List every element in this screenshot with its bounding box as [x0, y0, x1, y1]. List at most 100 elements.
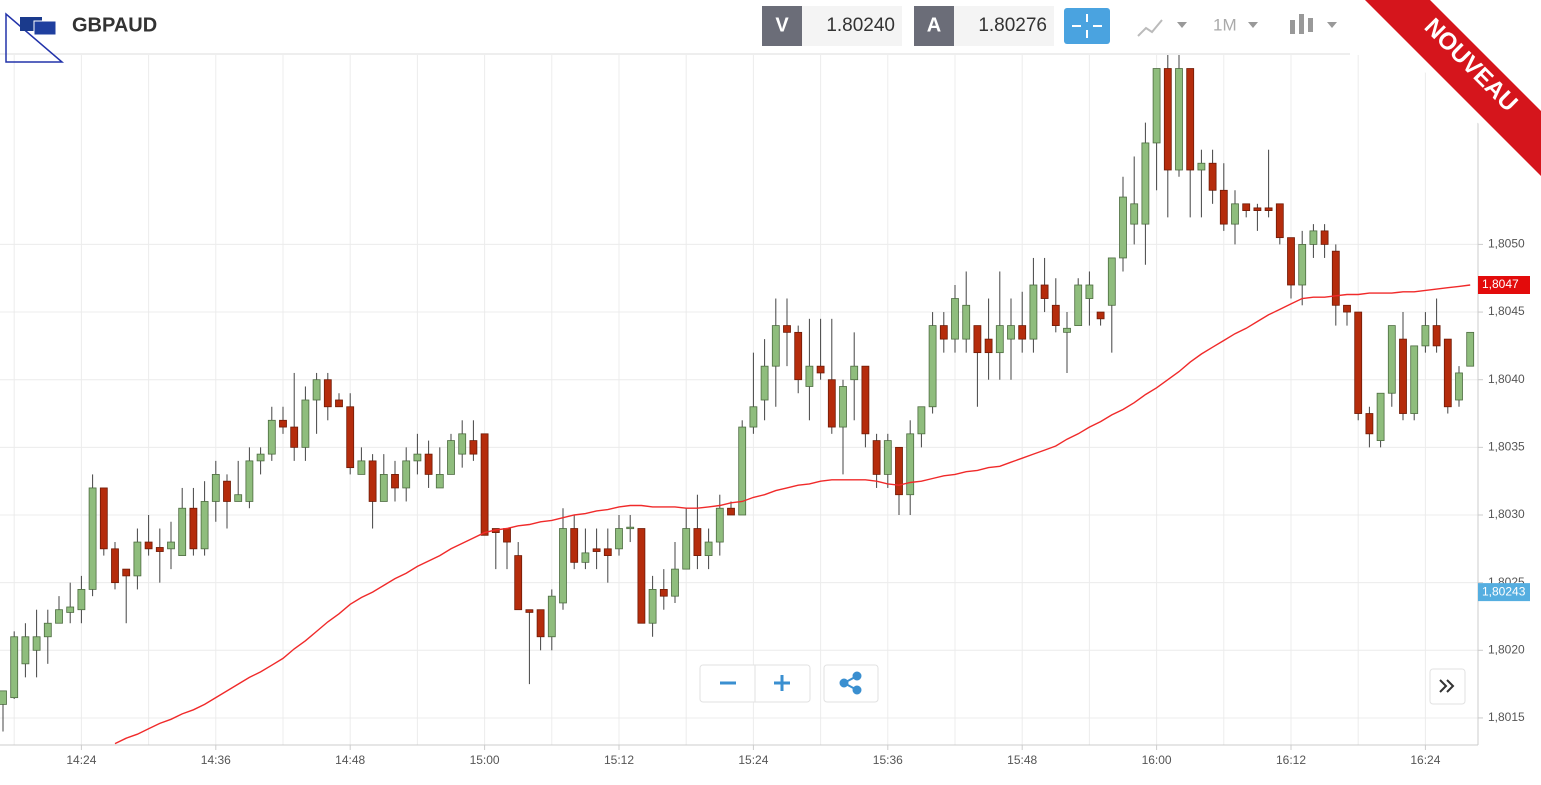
candle-body: [1107, 257, 1116, 306]
ask-label: A: [927, 14, 941, 36]
indicator-icon[interactable]: [1137, 19, 1163, 37]
candle-body: [447, 440, 455, 475]
candle-body: [1455, 372, 1463, 401]
candle-body: [1063, 327, 1071, 333]
x-tick-label: 16:24: [1410, 753, 1440, 767]
candle-body: [850, 365, 859, 381]
candle-body: [1365, 413, 1374, 435]
bid-box: [802, 6, 902, 46]
dropdown-arrow: [1327, 22, 1337, 28]
zoom-in[interactable]: [774, 675, 790, 691]
bid-button[interactable]: [762, 6, 802, 46]
candle-body: [895, 446, 903, 496]
crosshair-button[interactable]: [1064, 8, 1110, 44]
share-icon: [839, 671, 862, 695]
candle-body: [592, 548, 601, 552]
candle-body: [704, 541, 713, 556]
candle-body: [973, 325, 982, 354]
candle-body: [1343, 304, 1351, 313]
candle-body: [1443, 338, 1452, 408]
y-tick-label: 1,8045: [1488, 304, 1525, 318]
candle-body: [1376, 392, 1385, 441]
x-tick-label: 15:24: [738, 753, 768, 767]
candle-body: [1264, 207, 1273, 211]
candle-body: [167, 541, 175, 550]
candle-body: [480, 433, 489, 536]
bid-value: 1.80240: [826, 15, 895, 36]
candle-body: [1208, 162, 1217, 191]
y-tick-label: 1,8020: [1488, 642, 1525, 656]
candle-body: [155, 547, 164, 552]
ask-button[interactable]: [914, 6, 954, 46]
axes: 1,80151,80201,80251,80301,80351,80401,80…: [66, 237, 1530, 767]
price-marker-label: 1,8047: [1482, 277, 1519, 291]
x-tick-label: 14:36: [201, 753, 231, 767]
candle-body: [335, 399, 343, 408]
candle-body: [984, 338, 993, 354]
dropdown-arrow: [1248, 22, 1258, 28]
x-tick-label: 14:48: [335, 753, 365, 767]
candle-body: [738, 426, 747, 516]
candle-body: [469, 440, 478, 455]
candle-body: [391, 474, 399, 489]
candle-body: [312, 379, 321, 401]
x-tick-label: 15:48: [1007, 753, 1037, 767]
candle-body: [290, 426, 299, 448]
candle-body: [1163, 68, 1172, 171]
candle-body: [872, 440, 881, 475]
candle-body: [301, 399, 310, 448]
candle-body: [1309, 230, 1318, 245]
candle-body: [245, 460, 254, 502]
candle-body: [581, 552, 590, 563]
candle-body: [1466, 331, 1475, 367]
y-tick-label: 1,8015: [1488, 710, 1525, 724]
candle-body: [279, 419, 287, 428]
price-marker-label: 1,80243: [1482, 584, 1526, 598]
candle-body: [458, 433, 467, 455]
x-tick-label: 16:00: [1142, 753, 1172, 767]
candle-body: [749, 406, 758, 428]
candle-body: [648, 589, 657, 624]
candle-body: [671, 568, 679, 597]
candle-body: [626, 526, 635, 530]
candle-body: [111, 548, 119, 584]
candle-body: [570, 528, 579, 563]
candle-body: [715, 507, 724, 543]
plot-area: [0, 55, 1475, 745]
price-marker: [1478, 276, 1530, 294]
candle-body: [402, 460, 411, 489]
candle-body: [178, 507, 187, 556]
share-button[interactable]: [823, 664, 879, 703]
timeframe[interactable]: 1M: [1213, 15, 1237, 34]
candle-body: [379, 474, 388, 502]
scroll-end-button[interactable]: [1429, 668, 1466, 705]
candle-body: [133, 541, 142, 577]
candle-body: [144, 541, 153, 550]
candle-body: [1051, 304, 1060, 326]
price-marker: [1478, 583, 1530, 602]
symbol: GBPAUD: [72, 14, 157, 36]
candle-body: [43, 622, 52, 638]
candle-body: [1130, 203, 1139, 225]
candle-body: [1354, 311, 1363, 414]
candle-body: [211, 474, 220, 502]
candle-body: [525, 609, 534, 613]
candle-body: [1231, 203, 1239, 225]
ribbon: [1365, 0, 1541, 176]
x-tick-label: 16:12: [1276, 753, 1306, 767]
candle-body: [906, 433, 915, 496]
y-tick-label: 1,8035: [1488, 440, 1525, 454]
scroll-end-icon: [1439, 679, 1455, 693]
candle-body: [1242, 203, 1251, 211]
chart-type-icon[interactable]: [1290, 14, 1313, 34]
candle-body: [760, 365, 769, 401]
candle-body: [1331, 250, 1340, 306]
candle-body: [995, 325, 1004, 354]
candle-body: [88, 487, 97, 590]
candle-body: [816, 365, 825, 374]
candle-body: [1399, 338, 1407, 414]
candle-body: [99, 487, 108, 550]
selection-marker: [5, 12, 65, 63]
candle-body: [357, 460, 366, 475]
candle-body: [1074, 284, 1083, 326]
